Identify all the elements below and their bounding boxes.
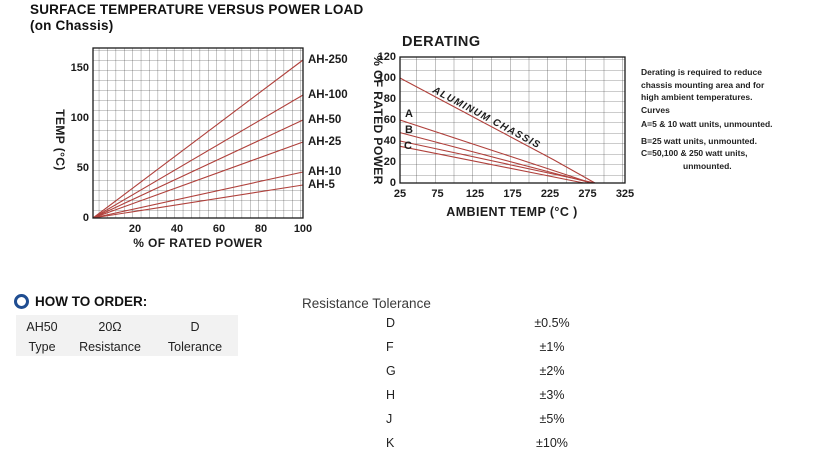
series-label-ah25: AH-25: [308, 136, 342, 148]
surface-x-axis-label: % OF RATED POWER: [133, 236, 263, 250]
derating-note-line: B=25 watt units, unmounted.: [641, 135, 757, 146]
tolerance-code: K: [386, 436, 395, 450]
line-ah-10: [92, 171, 304, 219]
tolerance-value: ±2%: [539, 364, 565, 378]
line-a: [399, 119, 592, 184]
tolerance-value: ±10%: [536, 436, 568, 450]
derating-note-line: A=5 & 10 watt units, unmounted.: [641, 119, 773, 129]
resistance-tolerance-table: Resistance Tolerance D ±0.5% F ±1% G ±2%…: [302, 296, 622, 455]
derating-ytick-40: 40: [384, 135, 396, 147]
surface-chart-title-line2: (on Chassis): [30, 18, 114, 33]
derating-xtick-75: 75: [431, 188, 443, 200]
derating-ytick-100: 100: [378, 72, 396, 84]
surface-xtick-20: 20: [129, 223, 141, 235]
curve-label-b: B: [405, 124, 413, 136]
derating-note-line: Derating is required to reduce: [641, 67, 762, 77]
surface-xtick-40: 40: [171, 223, 183, 235]
derating-xtick-125: 125: [466, 188, 484, 200]
line-ah-50: [92, 119, 304, 219]
surface-xtick-60: 60: [213, 223, 225, 235]
line-ah-100: [92, 94, 304, 219]
order-example-box: AH50 20Ω D Type Resistance Tolerance: [16, 315, 238, 356]
tolerance-value: ±0.5%: [534, 316, 570, 330]
surface-plot-frame: [92, 47, 304, 219]
derating-note-line: C=50,100 & 250 watt units,: [641, 148, 748, 158]
curve-label-c: C: [404, 140, 412, 152]
line-ah-250: [92, 59, 304, 219]
tolerance-table-title: Resistance Tolerance: [302, 296, 431, 311]
line-c-lower: [399, 145, 584, 184]
surface-ytick-100: 100: [71, 112, 89, 124]
tolerance-code: H: [386, 388, 396, 402]
surface-chart-title: SURFACE TEMPERATURE VERSUS POWER LOAD (o…: [30, 2, 363, 34]
derating-ytick-80: 80: [384, 93, 396, 105]
how-to-order-heading: HOW TO ORDER:: [14, 294, 147, 309]
order-label-resistance: Resistance: [79, 340, 141, 354]
order-example-resistance: 20Ω: [98, 320, 122, 334]
order-label-tolerance: Tolerance: [167, 340, 223, 354]
surface-xtick-100: 100: [294, 223, 312, 235]
derating-note: Derating is required to reduce chassis m…: [641, 66, 826, 172]
surface-data-lines: [92, 59, 304, 219]
derating-xtick-175: 175: [503, 188, 521, 200]
derating-xtick-275: 275: [578, 188, 596, 200]
derating-chart-title: DERATING: [402, 34, 481, 50]
derating-xtick-25: 25: [394, 188, 406, 200]
line-ah-5: [92, 184, 304, 219]
derating-ytick-20: 20: [384, 156, 396, 168]
series-label-ah50: AH-50: [308, 114, 341, 126]
line-aluminum-chassis: [399, 77, 596, 184]
derating-ytick-0: 0: [390, 177, 396, 189]
derating-data-lines: [399, 77, 596, 184]
series-label-ah100: AH-100: [308, 89, 348, 101]
derating-note-line: high ambient temperatures.: [641, 92, 753, 102]
how-to-order-heading-text: HOW TO ORDER:: [35, 294, 148, 309]
derating-grid: [400, 57, 625, 183]
tolerance-code: G: [386, 364, 396, 378]
series-label-ah10: AH-10: [308, 166, 341, 178]
series-label-ah5: AH-5: [308, 179, 335, 191]
surface-ytick-50: 50: [77, 162, 89, 174]
derating-plot-frame: [399, 56, 626, 184]
curve-label-a: A: [405, 108, 413, 120]
tolerance-row: K ±10%: [302, 432, 622, 455]
surface-y-axis-label: TEMP (°C): [53, 109, 67, 171]
derating-y-axis-label: % OF RATED POWER: [371, 55, 385, 185]
derating-chart: DERATING 120 100 80 60 40 20 0 25 75 125…: [371, 34, 634, 219]
series-label-ah250: AH-250: [308, 54, 348, 66]
tolerance-code: D: [386, 316, 396, 330]
derating-note-line: chassis mounting area and for: [641, 79, 765, 90]
derating-x-axis-label: AMBIENT TEMP (°C ): [446, 205, 577, 219]
derating-xtick-325: 325: [616, 188, 634, 200]
derating-note-line: Curves: [641, 104, 670, 115]
order-example-tolerance: D: [190, 320, 200, 334]
tolerance-value: ±5%: [539, 412, 565, 426]
surface-grid: [93, 48, 303, 218]
derating-ytick-60: 60: [384, 114, 396, 126]
tolerance-row: G ±2%: [302, 360, 622, 383]
tolerance-code: F: [386, 340, 394, 354]
derating-xtick-225: 225: [541, 188, 559, 200]
order-label-type: Type: [28, 340, 56, 354]
tolerance-code: J: [386, 412, 393, 426]
bullet-circle-icon: [14, 294, 29, 309]
line-ah-25: [92, 141, 304, 219]
tolerance-row: F ±1%: [302, 336, 622, 359]
order-example-type: AH50: [26, 320, 58, 334]
tolerance-row: H ±3%: [302, 384, 622, 407]
tolerance-row: J ±5%: [302, 408, 622, 431]
surface-chart-title-line1: SURFACE TEMPERATURE VERSUS POWER LOAD: [30, 2, 364, 17]
surface-ytick-0: 0: [83, 212, 89, 224]
derating-ytick-120: 120: [378, 51, 396, 63]
surface-xtick-80: 80: [255, 223, 267, 235]
line-b: [399, 132, 592, 184]
surface-ytick-150: 150: [71, 62, 89, 74]
surface-temperature-chart: 0 50 100 150 20 40 60 80 100 TEMP (°C) %…: [53, 47, 348, 250]
line-c: [399, 140, 596, 184]
tolerance-row: D ±0.5%: [302, 312, 622, 335]
derating-note-line: unmounted.: [683, 160, 732, 171]
tolerance-value: ±1%: [539, 340, 565, 354]
tolerance-value: ±3%: [539, 388, 565, 402]
